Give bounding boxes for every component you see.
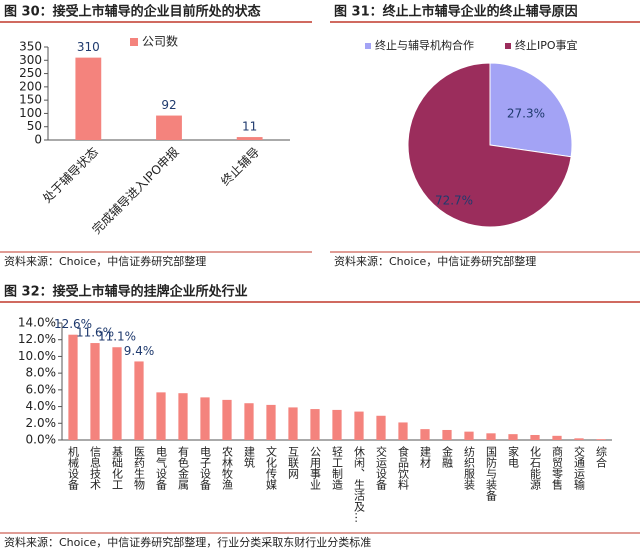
- bar: [236, 137, 263, 140]
- bar: [156, 392, 166, 440]
- y-tick-label: 8.0%: [26, 366, 57, 380]
- x-tick-label: 金融: [441, 445, 454, 469]
- x-tick-label: 交通运输: [573, 445, 586, 491]
- y-tick-label: 350: [19, 40, 42, 54]
- chart-title: 图 31：终止上市辅导企业的终止辅导原因: [334, 4, 578, 20]
- bar: [200, 397, 210, 440]
- x-tick-label: 处于辅导状态: [40, 145, 101, 206]
- x-tick-label: 交运设备: [375, 445, 388, 491]
- x-tick-label: 有色金属: [177, 445, 190, 491]
- y-tick-label: 14.0%: [18, 316, 56, 330]
- y-tick-label: 0.0%: [26, 433, 57, 447]
- legend-label: 终止与辅导机构合作: [375, 38, 474, 52]
- x-tick-label: 纺织服装: [463, 445, 476, 491]
- x-tick-label: 机械设备: [67, 445, 80, 491]
- x-tick-label: 互联网: [287, 446, 300, 480]
- bar: [398, 422, 408, 440]
- x-tick-label: 文化传媒: [265, 445, 278, 491]
- legend-swatch: [130, 38, 138, 46]
- chart-title: 图 30：接受上市辅导的企业目前所处的状态: [4, 4, 261, 20]
- legend-label: 公司数: [142, 34, 178, 49]
- data-label: 9.4%: [124, 344, 155, 358]
- x-tick-label: 医药生物: [133, 446, 146, 490]
- chart-title: 图 32：接受上市辅导的挂牌企业所处行业: [4, 284, 248, 300]
- bar: [156, 115, 182, 140]
- bar: [552, 435, 562, 440]
- y-tick-label: 6.0%: [26, 382, 57, 396]
- y-tick-label: 150: [19, 93, 42, 107]
- y-tick-label: 100: [19, 106, 42, 120]
- y-tick-label: 2.0%: [26, 416, 57, 430]
- y-tick-label: 4.0%: [26, 399, 57, 413]
- bar: [112, 347, 122, 440]
- y-tick-label: 200: [19, 79, 42, 93]
- bar: [75, 57, 102, 140]
- data-label: 11: [242, 120, 257, 134]
- data-label: 92: [161, 98, 176, 112]
- source-note: 资料来源：Choice，中信证券研究部整理: [4, 254, 206, 268]
- source-note: 资料来源：Choice，中信证券研究部整理: [334, 254, 536, 268]
- data-label: 72.7%: [435, 194, 473, 208]
- bar: [310, 409, 320, 440]
- x-tick-label: 信息技术: [89, 446, 102, 491]
- x-tick-label: 终止辅导: [218, 144, 263, 189]
- x-tick-label: 电子设备: [199, 446, 212, 491]
- bar: [486, 433, 496, 440]
- x-tick-label: 国防与装备: [485, 446, 498, 502]
- bar: [332, 409, 342, 440]
- bar: [288, 407, 298, 440]
- x-tick-label: 综合: [595, 445, 608, 468]
- bar: [464, 431, 474, 440]
- bar: [508, 434, 518, 440]
- bar: [68, 334, 78, 440]
- x-tick-label: 基础化工: [111, 446, 124, 490]
- bar: [530, 434, 540, 440]
- source-note: 资料来源：Choice，中信证券研究部整理，行业分类采取东财行业分类标准: [4, 535, 371, 549]
- y-tick-label: 50: [27, 119, 42, 133]
- x-tick-label: 完成辅导进入IPO申报: [89, 144, 182, 237]
- x-tick-label: 电气设备: [155, 446, 168, 491]
- bar: [354, 411, 364, 440]
- bar: [134, 361, 144, 440]
- x-tick-label: 轻工制造: [331, 445, 344, 490]
- y-tick-label: 300: [19, 53, 42, 67]
- bar: [244, 403, 254, 440]
- y-tick-label: 10.0%: [18, 349, 56, 363]
- y-tick-label: 250: [19, 66, 42, 80]
- data-label: 11.1%: [98, 330, 136, 344]
- x-tick-label: 休闲、生活及…: [353, 446, 366, 523]
- bar: [376, 415, 386, 440]
- x-tick-label: 食品饮料: [397, 445, 410, 491]
- pie-slice: [407, 62, 572, 228]
- bar: [222, 399, 232, 440]
- data-label: 27.3%: [507, 106, 545, 120]
- x-tick-label: 化石能源: [529, 445, 542, 491]
- data-label: 11.6%: [76, 326, 114, 340]
- bar: [442, 429, 452, 440]
- data-label: 12.6%: [54, 317, 92, 331]
- x-tick-label: 家电: [507, 445, 520, 468]
- x-tick-label: 公用事业: [309, 446, 322, 490]
- x-tick-label: 农林牧渔: [221, 445, 234, 491]
- y-tick-label: 0: [34, 133, 42, 147]
- legend-label: 终止IPO事宜: [515, 38, 578, 52]
- bar: [90, 343, 100, 440]
- x-tick-label: 建材: [419, 445, 432, 468]
- y-tick-label: 12.0%: [18, 332, 56, 346]
- pie-slice: [489, 62, 573, 158]
- x-tick-label: 商贸零售: [551, 445, 564, 491]
- legend-swatch: [365, 43, 371, 49]
- bar: [574, 438, 584, 440]
- legend-swatch: [505, 43, 511, 49]
- bar: [420, 429, 430, 440]
- bar: [178, 393, 188, 440]
- bar: [266, 404, 276, 440]
- data-label: 310: [77, 40, 100, 54]
- x-tick-label: 建筑: [243, 445, 256, 468]
- bar: [596, 439, 606, 440]
